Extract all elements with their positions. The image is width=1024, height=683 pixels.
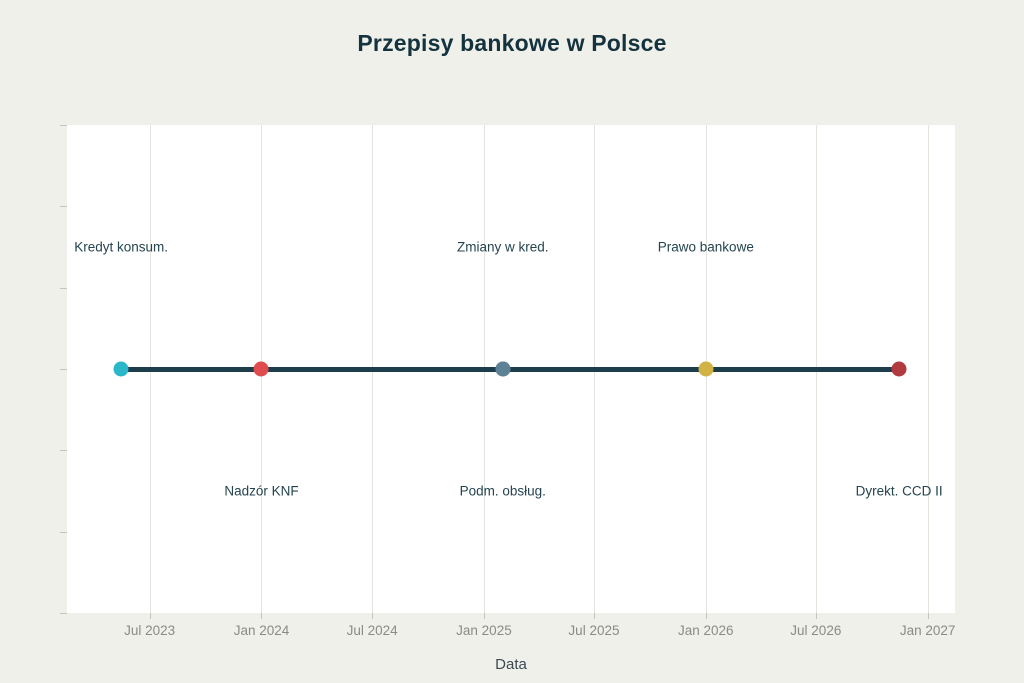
event-marker [891,361,907,377]
x-axis-tick-label: Jul 2025 [568,623,620,638]
x-axis-tick-label: Jul 2026 [790,623,842,638]
x-axis-tick-label: Jan 2025 [456,623,512,638]
x-axis-tick [372,613,374,619]
event-label: Podm. obsług. [459,483,546,499]
x-axis-tick-label: Jul 2023 [124,623,176,638]
y-axis-tick [60,125,67,126]
event-label: Zmiany w kred. [457,239,549,255]
x-axis-title: Data [495,656,527,673]
event-marker [698,361,714,377]
x-axis-tick [593,613,595,619]
y-axis-tick [60,287,67,289]
event-label: Dyrekt. CCD II [855,483,943,499]
x-axis-tick-label: Jan 2026 [678,623,734,638]
y-axis-tick [60,206,67,208]
event-label: Nadzór KNF [224,483,299,499]
x-axis-tick [483,613,485,619]
y-axis-tick [60,450,67,452]
x-axis-tick [815,613,817,619]
y-axis-tick [60,531,67,533]
event-label: Kredyt konsum. [74,239,168,255]
chart-title: Przepisy bankowe w Polsce [357,30,667,56]
x-axis-tick-label: Jul 2024 [346,623,398,638]
event-marker [495,361,511,377]
event-marker [113,361,129,377]
y-axis-tick [60,369,67,370]
x-axis-tick [261,613,263,619]
x-axis-tick [149,613,151,619]
event-label: Prawo bankowe [657,239,754,255]
x-axis-tick [927,613,929,619]
x-axis-tick [705,613,707,619]
gridline [927,125,929,613]
plot-area: Jul 2023 Jan 2024 Jul 2024 Jan 2025 Jul 2025… [60,125,955,638]
x-axis-tick-label: Jan 2027 [899,623,956,638]
x-axis-tick-label: Jan 2024 [233,623,290,638]
y-axis-tick [60,613,67,614]
event-marker [253,361,269,377]
